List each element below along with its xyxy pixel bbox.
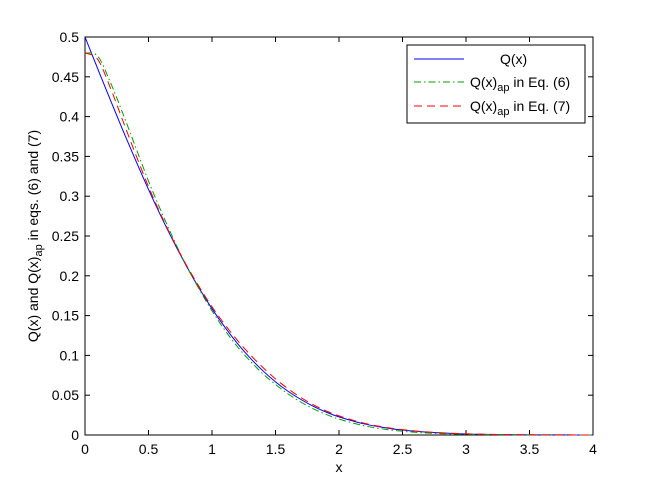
y-tick-label: 0.2 bbox=[60, 268, 80, 284]
legend-label-1: Q(x)ap in Eq. (6) bbox=[470, 74, 570, 94]
x-tick-label: 4 bbox=[589, 441, 597, 457]
legend-label-suffix: in Eq. (7) bbox=[509, 98, 570, 114]
y-axis-title-prefix: Q(x) and Q(x) bbox=[25, 257, 41, 343]
x-tick-label: 1 bbox=[208, 441, 216, 457]
legend-label-main: Q(x) bbox=[470, 98, 497, 114]
x-axis-title: x bbox=[336, 459, 343, 475]
y-tick-label: 0.3 bbox=[60, 188, 80, 204]
y-axis-title: Q(x) and Q(x)ap in eqs. (6) and (7) bbox=[25, 130, 45, 342]
y-tick-label: 0.25 bbox=[52, 228, 79, 244]
series-lines bbox=[84, 36, 594, 436]
legend-label-main: Q(x) bbox=[500, 51, 527, 67]
legend-label-subscript: ap bbox=[497, 82, 509, 94]
x-tick-label: 3.5 bbox=[520, 441, 540, 457]
x-tick-label: 1.5 bbox=[266, 441, 286, 457]
y-tick-label: 0.05 bbox=[52, 387, 79, 403]
series-line-2 bbox=[84, 52, 594, 436]
y-tick-label: 0.1 bbox=[60, 347, 80, 363]
legend-label-2: Q(x)ap in Eq. (7) bbox=[470, 98, 570, 118]
x-tick-label: 2 bbox=[335, 441, 343, 457]
legend-label-0: Q(x) bbox=[500, 51, 527, 67]
y-tick-label: 0 bbox=[71, 427, 79, 443]
legend: Q(x)Q(x)ap in Eq. (6)Q(x)ap in Eq. (7) bbox=[406, 44, 586, 124]
x-axis: 0 0.5 1 1.5 2 2.5 3 3.5 4 bbox=[81, 37, 597, 457]
x-tick-label: 2.5 bbox=[393, 441, 413, 457]
series-line-1 bbox=[84, 52, 594, 436]
y-tick-label: 0.45 bbox=[52, 69, 79, 85]
y-tick-label: 0.5 bbox=[60, 29, 80, 45]
y-tick-label: 0.15 bbox=[52, 308, 79, 324]
x-tick-label: 0.5 bbox=[139, 441, 159, 457]
y-axis-title-suffix: in eqs. (6) and (7) bbox=[25, 130, 41, 244]
y-tick-label: 0.35 bbox=[52, 148, 79, 164]
legend-box bbox=[406, 44, 586, 124]
legend-label-suffix: in Eq. (6) bbox=[509, 74, 570, 90]
legend-label-subscript: ap bbox=[497, 106, 509, 118]
x-tick-label: 0 bbox=[81, 441, 89, 457]
y-axis-title-subscript: ap bbox=[33, 244, 45, 256]
legend-label-main: Q(x) bbox=[470, 74, 497, 90]
y-axis: 0 0.05 0.1 0.15 0.2 0.25 0.3 0.35 0.4 0.45 0.5 bbox=[52, 29, 593, 443]
y-tick-label: 0.4 bbox=[60, 109, 80, 125]
x-tick-label: 3 bbox=[462, 441, 470, 457]
